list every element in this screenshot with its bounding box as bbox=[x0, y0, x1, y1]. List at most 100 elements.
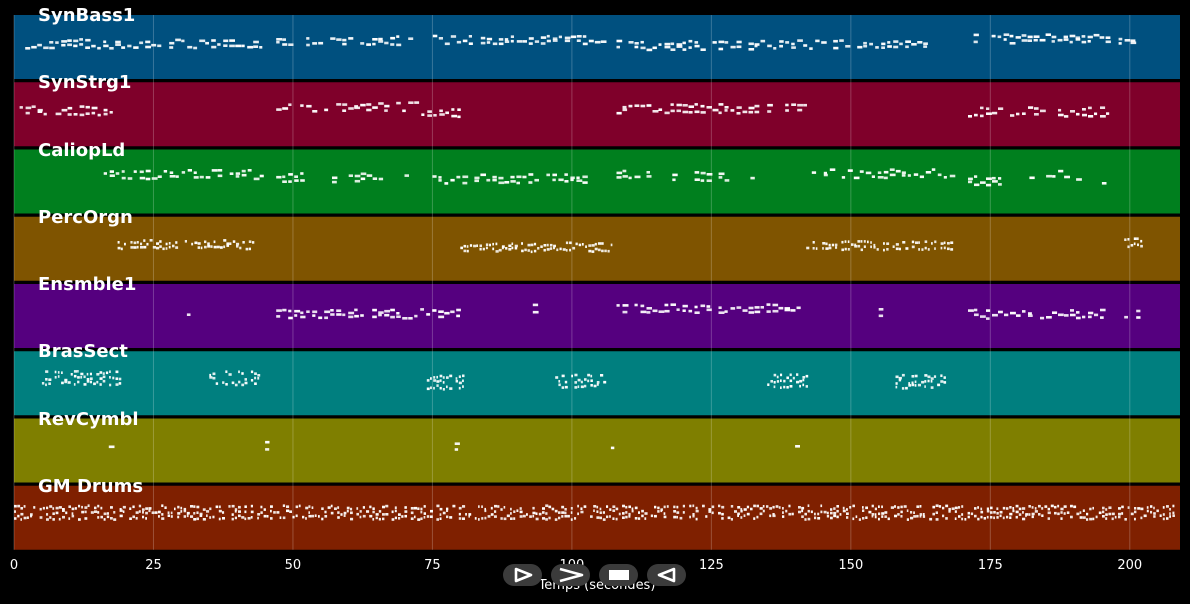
note bbox=[664, 309, 670, 313]
note bbox=[1047, 517, 1050, 520]
note bbox=[432, 175, 437, 178]
note bbox=[998, 183, 1002, 186]
note bbox=[1153, 512, 1156, 515]
note bbox=[421, 113, 425, 116]
stop-button[interactable] bbox=[599, 564, 638, 586]
note bbox=[260, 511, 263, 514]
note bbox=[68, 505, 71, 508]
note bbox=[218, 509, 222, 513]
note bbox=[449, 387, 453, 390]
note bbox=[436, 375, 438, 379]
note bbox=[874, 507, 877, 511]
note bbox=[1018, 507, 1022, 511]
note bbox=[30, 513, 33, 516]
note bbox=[828, 246, 832, 250]
note bbox=[1022, 112, 1026, 115]
note bbox=[372, 510, 375, 514]
note bbox=[1111, 512, 1115, 516]
note bbox=[724, 310, 728, 313]
rewind-button[interactable] bbox=[647, 564, 686, 586]
note bbox=[282, 516, 286, 520]
note bbox=[724, 179, 730, 182]
note bbox=[606, 505, 609, 508]
note bbox=[212, 372, 216, 376]
note bbox=[1094, 112, 1098, 116]
note bbox=[487, 515, 491, 518]
note bbox=[210, 245, 213, 248]
note bbox=[505, 247, 508, 250]
note bbox=[641, 514, 644, 518]
note bbox=[442, 511, 446, 515]
note bbox=[193, 171, 197, 174]
note bbox=[881, 46, 885, 49]
note bbox=[593, 505, 597, 508]
note bbox=[830, 508, 833, 511]
note bbox=[235, 172, 241, 175]
note bbox=[206, 510, 210, 513]
note bbox=[591, 244, 595, 247]
note bbox=[462, 175, 469, 179]
fast-forward-button[interactable] bbox=[551, 564, 590, 586]
note bbox=[558, 511, 561, 514]
note bbox=[1057, 38, 1063, 42]
note bbox=[847, 240, 850, 243]
note bbox=[231, 517, 234, 521]
note bbox=[785, 103, 789, 107]
note bbox=[276, 511, 280, 514]
note bbox=[940, 380, 944, 383]
note bbox=[495, 242, 498, 246]
note bbox=[877, 176, 884, 179]
note bbox=[446, 515, 449, 519]
note bbox=[911, 43, 917, 46]
note bbox=[596, 510, 599, 513]
note bbox=[241, 372, 244, 375]
note bbox=[226, 242, 230, 245]
note bbox=[881, 512, 885, 515]
note bbox=[911, 383, 915, 387]
play-button[interactable] bbox=[503, 564, 542, 586]
note bbox=[806, 246, 810, 250]
note bbox=[45, 378, 48, 381]
note bbox=[924, 385, 926, 388]
note bbox=[81, 505, 83, 509]
note bbox=[585, 245, 587, 248]
note bbox=[1066, 511, 1070, 514]
track-band bbox=[14, 418, 1180, 483]
note bbox=[455, 377, 458, 380]
note bbox=[14, 517, 17, 520]
note bbox=[324, 515, 328, 518]
note bbox=[170, 511, 173, 515]
note bbox=[54, 376, 57, 379]
note bbox=[49, 41, 54, 44]
note bbox=[553, 244, 556, 248]
note bbox=[263, 514, 267, 518]
note bbox=[759, 507, 763, 510]
note bbox=[516, 509, 519, 512]
note bbox=[839, 39, 844, 42]
note bbox=[1089, 507, 1092, 511]
note bbox=[455, 379, 458, 383]
note bbox=[1105, 40, 1111, 44]
note bbox=[446, 385, 448, 389]
note bbox=[766, 303, 771, 306]
note bbox=[543, 248, 546, 252]
note bbox=[229, 39, 235, 42]
note bbox=[85, 105, 90, 109]
note bbox=[343, 514, 346, 517]
note bbox=[895, 247, 899, 251]
note bbox=[498, 248, 502, 252]
note bbox=[23, 516, 27, 520]
note bbox=[169, 171, 174, 174]
note bbox=[540, 36, 547, 39]
note bbox=[215, 382, 219, 385]
note bbox=[559, 247, 562, 251]
note bbox=[97, 504, 100, 508]
note bbox=[121, 176, 126, 180]
note bbox=[890, 506, 894, 509]
note bbox=[265, 448, 270, 451]
note bbox=[1127, 506, 1130, 509]
note bbox=[841, 176, 846, 179]
note bbox=[600, 40, 607, 43]
note bbox=[193, 505, 196, 508]
note bbox=[825, 247, 829, 250]
